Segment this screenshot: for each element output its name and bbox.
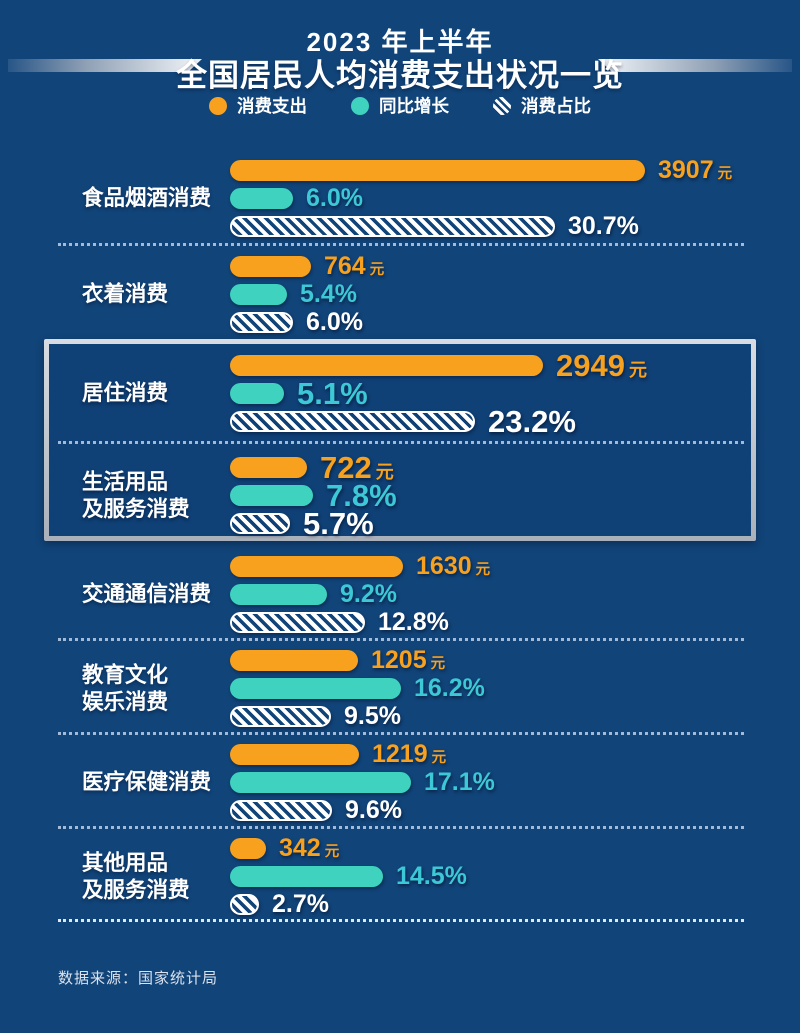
legend-label-expense: 消费支出 bbox=[237, 96, 307, 116]
share-value: 30.7% bbox=[568, 212, 639, 240]
category-label: 其他用品 及服务消费 bbox=[82, 850, 190, 902]
category-row-other: 其他用品 及服务消费 342 元 14.5% 2.7% bbox=[0, 834, 800, 918]
share-bar bbox=[230, 312, 293, 333]
highlight-box-inner bbox=[49, 344, 751, 536]
category-label: 衣着消费 bbox=[82, 282, 169, 307]
yoy-value: 9.2% bbox=[340, 580, 397, 608]
share-value: 9.5% bbox=[344, 702, 401, 730]
yoy-bar bbox=[230, 678, 401, 699]
share-swatch-icon bbox=[493, 96, 511, 115]
expense-value: 3907 元 bbox=[658, 156, 733, 184]
yoy-value: 17.1% bbox=[424, 768, 495, 796]
yoy-bar bbox=[230, 485, 313, 506]
share-value: 2.7% bbox=[272, 890, 329, 918]
yoy-bar bbox=[230, 584, 327, 605]
expense-value: 764 元 bbox=[324, 252, 385, 280]
bar-group: 342 元 14.5% 2.7% bbox=[230, 834, 790, 918]
yoy-bar bbox=[230, 866, 383, 887]
legend: 消费支出 同比增长 消费占比 bbox=[0, 93, 800, 118]
category-label: 居住消费 bbox=[82, 381, 169, 406]
expense-bar bbox=[230, 744, 359, 765]
yoy-swatch-icon bbox=[351, 96, 369, 115]
category-row-transport: 交通通信消费 1630 元 9.2% 12.8% bbox=[0, 552, 800, 636]
page-title: 全国居民人均消费支出状况一览 bbox=[176, 58, 624, 93]
legend-label-yoy: 同比增长 bbox=[379, 96, 449, 116]
share-value: 9.6% bbox=[345, 796, 402, 824]
expense-value: 2949 元 bbox=[556, 348, 647, 383]
separator bbox=[58, 826, 744, 829]
bar-group: 1630 元 9.2% 12.8% bbox=[230, 552, 790, 636]
expense-bar bbox=[230, 556, 403, 577]
yoy-value: 14.5% bbox=[396, 862, 467, 890]
bar-group: 722 元 7.8% 5.7% bbox=[230, 452, 790, 539]
legend-item-expense: 消费支出 bbox=[209, 93, 307, 118]
title-ribbon-right-icon bbox=[598, 59, 792, 72]
title-ribbon-left-icon bbox=[8, 59, 202, 72]
share-value: 12.8% bbox=[378, 608, 449, 636]
share-bar bbox=[230, 411, 475, 432]
yoy-value: 16.2% bbox=[414, 674, 485, 702]
expense-value: 1630 元 bbox=[416, 552, 491, 580]
legend-item-yoy: 同比增长 bbox=[351, 93, 449, 118]
legend-item-share: 消费占比 bbox=[493, 93, 591, 118]
yoy-value: 5.4% bbox=[300, 280, 357, 308]
share-bar bbox=[230, 513, 290, 534]
share-bar bbox=[230, 894, 259, 915]
expense-value: 722 元 bbox=[320, 450, 394, 485]
page-title-year: 2023 年上半年 bbox=[306, 27, 494, 57]
category-label: 生活用品 及服务消费 bbox=[82, 469, 190, 521]
share-value: 5.7% bbox=[303, 506, 374, 541]
expense-bar bbox=[230, 355, 543, 376]
expense-bar bbox=[230, 160, 645, 181]
share-bar bbox=[230, 800, 332, 821]
bar-group: 2949 元 5.1% 23.2% bbox=[230, 350, 790, 437]
category-label: 食品烟酒消费 bbox=[82, 186, 212, 211]
expense-bar bbox=[230, 256, 311, 277]
share-value: 6.0% bbox=[306, 308, 363, 336]
legend-label-share: 消费占比 bbox=[521, 96, 591, 116]
category-row-household: 生活用品 及服务消费 722 元 7.8% 5.7% bbox=[0, 452, 800, 539]
expense-swatch-icon bbox=[209, 96, 227, 115]
separator bbox=[58, 919, 744, 922]
expense-value: 342 元 bbox=[279, 834, 340, 862]
expense-value: 1205 元 bbox=[371, 646, 446, 674]
separator bbox=[58, 732, 744, 735]
highlight-box bbox=[44, 339, 756, 541]
yoy-bar bbox=[230, 188, 293, 209]
bar-group: 1205 元 16.2% 9.5% bbox=[230, 646, 790, 730]
share-value: 23.2% bbox=[488, 404, 576, 439]
yoy-bar bbox=[230, 284, 287, 305]
yoy-bar bbox=[230, 383, 284, 404]
yoy-value: 7.8% bbox=[326, 478, 397, 513]
separator bbox=[58, 243, 744, 246]
yoy-value: 6.0% bbox=[306, 184, 363, 212]
category-row-food: 食品烟酒消费 3907 元 6.0% 30.7% bbox=[0, 156, 800, 240]
expense-bar bbox=[230, 838, 266, 859]
share-bar bbox=[230, 706, 331, 727]
category-row-housing: 居住消费 2949 元 5.1% 23.2% bbox=[0, 350, 800, 437]
expense-bar bbox=[230, 457, 307, 478]
bar-group: 764 元 5.4% 6.0% bbox=[230, 252, 790, 336]
share-bar bbox=[230, 216, 555, 237]
separator bbox=[58, 441, 744, 444]
category-label: 交通通信消费 bbox=[82, 582, 212, 607]
expense-bar bbox=[230, 650, 358, 671]
category-row-education: 教育文化 娱乐消费 1205 元 16.2% 9.5% bbox=[0, 646, 800, 730]
bar-group: 1219 元 17.1% 9.6% bbox=[230, 740, 790, 824]
separator bbox=[58, 638, 744, 641]
bar-group: 3907 元 6.0% 30.7% bbox=[230, 156, 790, 240]
data-source: 数据来源：国家统计局 bbox=[58, 970, 219, 987]
category-label: 教育文化 娱乐消费 bbox=[82, 662, 169, 714]
yoy-value: 5.1% bbox=[297, 376, 368, 411]
category-label: 医疗保健消费 bbox=[82, 770, 212, 795]
expense-value: 1219 元 bbox=[372, 740, 447, 768]
share-bar bbox=[230, 612, 365, 633]
yoy-bar bbox=[230, 772, 411, 793]
category-row-clothing: 衣着消费 764 元 5.4% 6.0% bbox=[0, 252, 800, 336]
category-row-healthcare: 医疗保健消费 1219 元 17.1% 9.6% bbox=[0, 740, 800, 824]
